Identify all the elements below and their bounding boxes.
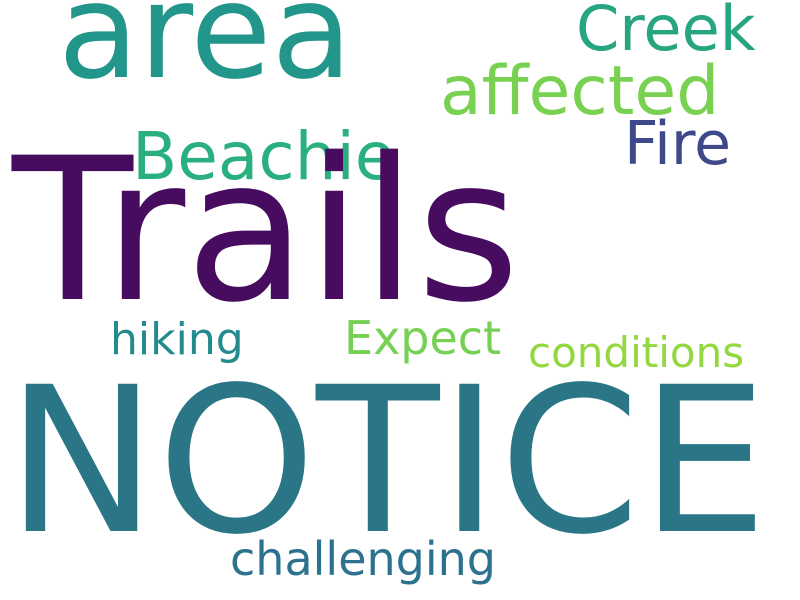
word-creek: Creek: [576, 0, 756, 65]
word-notice: NOTICE: [6, 343, 768, 579]
word-expect: Expect: [344, 311, 502, 365]
word-area: area: [58, 0, 353, 109]
word-affected: affected: [440, 52, 720, 131]
word-conditions: conditions: [528, 328, 745, 377]
word-trails: Trails: [12, 115, 520, 346]
word-beachie: Beachie: [132, 118, 396, 195]
word-fire: Fire: [624, 109, 732, 179]
word-hiking: hiking: [110, 314, 244, 365]
word-challenging: challenging: [230, 532, 496, 586]
